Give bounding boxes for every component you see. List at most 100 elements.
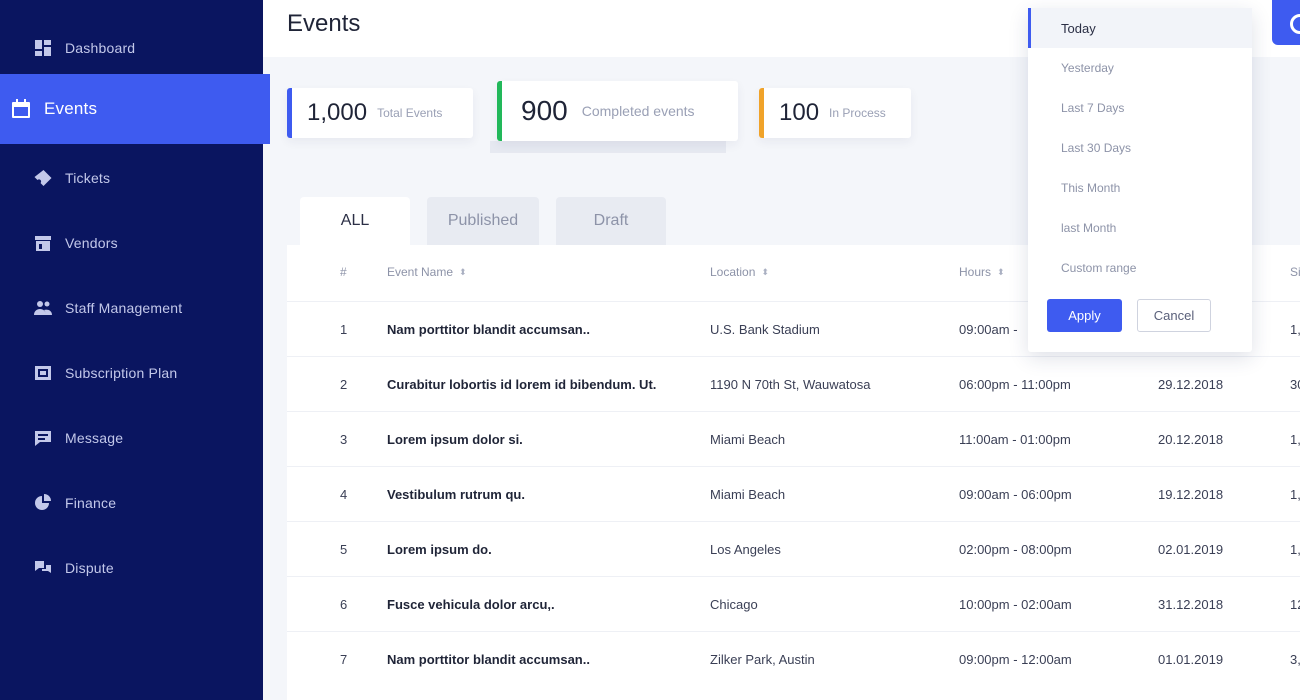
sidebar-item-tickets[interactable]: Tickets <box>0 156 263 200</box>
sidebar-item-message[interactable]: Message <box>0 416 263 460</box>
tab-all[interactable]: ALL <box>300 197 410 245</box>
calendar-icon <box>10 98 32 120</box>
cell-date: 20.12.2018 <box>1158 432 1224 447</box>
sidebar-item-label: Events <box>44 99 98 118</box>
column-header-location[interactable]: Location ⬍ <box>710 265 769 279</box>
sidebar-item-label: Tickets <box>65 170 111 186</box>
column-header-index: # <box>340 265 347 279</box>
cell-date: 02.01.2019 <box>1158 542 1224 557</box>
cell-index: 1 <box>340 322 348 337</box>
table-row[interactable]: 6 Fusce vehicula dolor arcu,. Chicago 10:00… <box>287 576 1300 631</box>
cell-location: Zilker Park, Austin <box>710 652 815 667</box>
column-header-hours[interactable]: Hours ⬍ <box>959 265 1005 279</box>
table-row[interactable]: 5 Lorem ipsum do. Los Angeles 02:00pm - 08:… <box>287 521 1300 576</box>
stat-in-process: 100 In Process <box>759 88 911 138</box>
cell-name: Nam porttitor blandit accumsan.. <box>387 652 590 667</box>
cell-name: Lorem ipsum do. <box>387 542 492 557</box>
cell-name: Nam porttitor blandit accumsan.. <box>387 322 590 337</box>
cell-name: Lorem ipsum dolor si. <box>387 432 523 447</box>
tab-published[interactable]: Published <box>427 197 539 245</box>
tab-draft[interactable]: Draft <box>556 197 666 245</box>
sidebar-item-dispute[interactable]: Dispute <box>0 546 263 590</box>
cell-hours: 09:00am - 06:00pm <box>959 487 1072 502</box>
table-row[interactable]: 4 Vestibulum rutrum qu. Miami Beach 09:00am… <box>287 466 1300 521</box>
date-range-option[interactable]: Yesterday <box>1061 61 1114 75</box>
cell-index: 3 <box>340 432 348 447</box>
dispute-icon <box>34 559 52 577</box>
date-range-option[interactable]: Last 30 Days <box>1061 141 1132 155</box>
cell-date: 19.12.2018 <box>1158 487 1224 502</box>
cell-index: 4 <box>340 487 348 502</box>
cell-extra: 1, <box>1290 432 1300 447</box>
sidebar-item-label: Staff Management <box>65 300 183 316</box>
table-row[interactable]: 2 Curabitur lobortis id lorem id bibendum… <box>287 356 1300 411</box>
cell-hours: 09:00am - <box>959 322 1018 337</box>
table-row[interactable]: 1 Nam porttitor blandit accumsan.. U.S. Ba… <box>287 301 1300 356</box>
sidebar-item-label: Subscription Plan <box>65 365 178 381</box>
sidebar-item-vendors[interactable]: Vendors <box>0 221 263 265</box>
cell-name: Curabitur lobortis id lorem id bibendum.… <box>387 377 657 392</box>
sidebar-item-label: Finance <box>65 495 117 511</box>
cell-index: 6 <box>340 597 348 612</box>
stat-shadow <box>490 141 726 153</box>
pie-chart-icon <box>34 494 52 512</box>
stat-label: Completed events <box>581 103 695 119</box>
date-range-dropdown: Today Yesterday Last 7 Days Last 30 Days Thi… <box>1028 8 1252 352</box>
dashboard-icon <box>34 39 52 57</box>
stat-label: In Process <box>829 106 886 120</box>
sidebar-item-finance[interactable]: Finance <box>0 481 263 525</box>
cell-index: 7 <box>340 652 348 667</box>
cancel-button[interactable]: Cancel <box>1137 299 1211 332</box>
cell-location: Miami Beach <box>710 432 786 447</box>
sort-icon[interactable]: ⬍ <box>997 266 1005 277</box>
users-icon <box>34 299 52 317</box>
cell-date: 01.01.2019 <box>1158 652 1224 667</box>
sort-icon[interactable]: ⬍ <box>761 266 769 277</box>
sidebar: Dashboard Events Tickets Vendors Staff M… <box>0 0 270 700</box>
cell-name: Fusce vehicula dolor arcu,. <box>387 597 555 612</box>
cell-index: 5 <box>340 542 348 557</box>
cell-date: 29.12.2018 <box>1158 377 1224 392</box>
date-range-option[interactable]: This Month <box>1061 181 1121 195</box>
cell-extra: 12 <box>1290 597 1300 612</box>
cell-location: Chicago <box>710 597 758 612</box>
sidebar-item-staff-management[interactable]: Staff Management <box>0 286 263 330</box>
cell-hours: 02:00pm - 08:00pm <box>959 542 1072 557</box>
cell-location: Miami Beach <box>710 487 786 502</box>
cell-date: 31.12.2018 <box>1158 597 1224 612</box>
subscription-icon <box>34 364 52 382</box>
header-action-button[interactable] <box>1272 0 1300 45</box>
date-range-option[interactable]: Last 7 Days <box>1061 101 1125 115</box>
column-header-event-name[interactable]: Event Name ⬍ <box>387 265 467 279</box>
table-row[interactable]: 3 Lorem ipsum dolor si. Miami Beach 11:00am… <box>287 411 1300 466</box>
sidebar-item-events[interactable]: Events <box>0 74 270 144</box>
date-range-option[interactable]: Today <box>1028 8 1252 48</box>
apply-button[interactable]: Apply <box>1047 299 1122 332</box>
store-icon <box>34 234 52 252</box>
stat-label: Total Events <box>377 106 443 120</box>
sidebar-item-label: Dispute <box>65 560 114 576</box>
cell-hours: 09:00pm - 12:00am <box>959 652 1072 667</box>
sidebar-item-label: Dashboard <box>65 40 136 56</box>
sidebar-item-subscription-plan[interactable]: Subscription Plan <box>0 351 263 395</box>
sidebar-item-dashboard[interactable]: Dashboard <box>0 26 263 70</box>
cell-index: 2 <box>340 377 348 392</box>
cell-location: Los Angeles <box>710 542 781 557</box>
cell-location: 1190 N 70th St, Wauwatosa <box>710 377 871 392</box>
table-row[interactable]: 7 Nam porttitor blandit accumsan.. Zilker … <box>287 631 1300 686</box>
stat-completed-events: 900 Completed events <box>497 81 738 141</box>
cell-extra: 3, <box>1290 652 1300 667</box>
stat-value: 1,000 <box>307 99 368 126</box>
cell-hours: 11:00am - 01:00pm <box>959 432 1071 447</box>
column-header-extra[interactable]: Si <box>1290 265 1300 279</box>
stat-value: 100 <box>779 99 820 126</box>
cell-name: Vestibulum rutrum qu. <box>387 487 525 502</box>
date-range-option[interactable]: last Month <box>1061 221 1117 235</box>
stat-total-events: 1,000 Total Events <box>287 88 473 138</box>
cell-hours: 10:00pm - 02:00am <box>959 597 1072 612</box>
cell-extra: 1, <box>1290 542 1300 557</box>
ticket-icon <box>34 169 52 187</box>
page-title: Events <box>287 10 361 37</box>
sort-icon[interactable]: ⬍ <box>459 266 467 277</box>
date-range-option[interactable]: Custom range <box>1061 261 1137 275</box>
